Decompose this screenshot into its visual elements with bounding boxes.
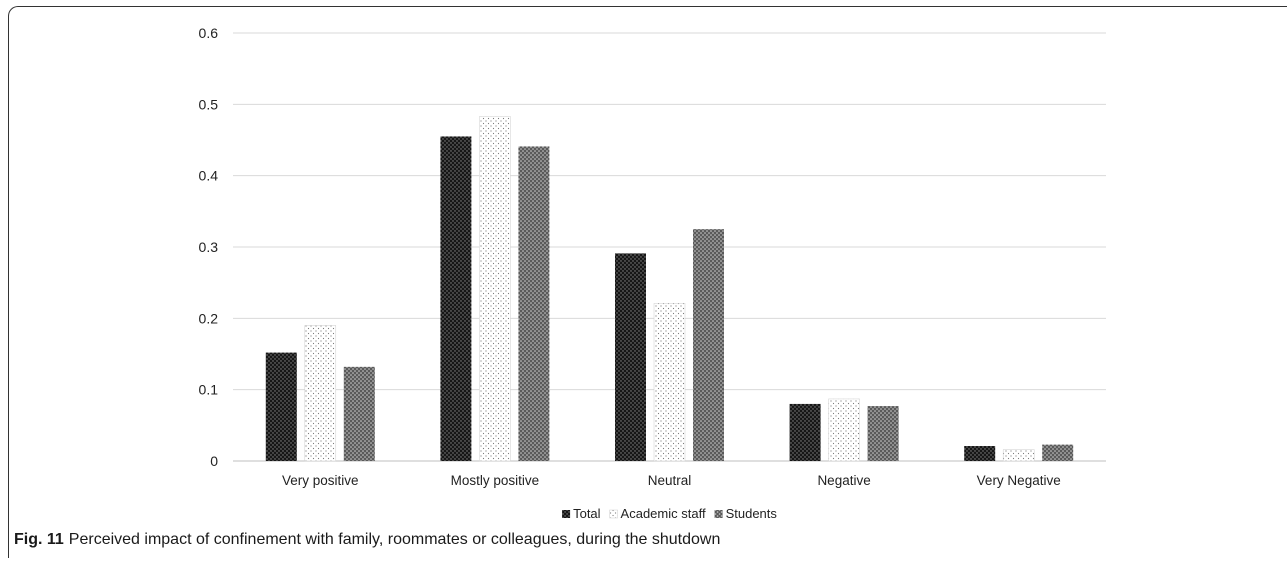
y-tick-label: 0.1 — [199, 382, 219, 398]
bar-total — [265, 352, 297, 461]
x-tick-label: Mostly positive — [451, 473, 540, 488]
bar-total — [615, 253, 646, 461]
legend-swatch — [609, 509, 618, 519]
x-tick-label: Neutral — [648, 473, 692, 488]
bar-students — [693, 229, 724, 461]
legend-label: Students — [726, 506, 778, 521]
x-tick-label: Very Negative — [977, 473, 1061, 488]
bar-academic-staff — [828, 398, 860, 462]
y-tick-label: 0.6 — [199, 25, 219, 41]
bar-students — [343, 366, 375, 461]
legend-item: Students — [714, 506, 778, 521]
y-tick-label: 0.4 — [199, 168, 219, 184]
caption-text: Perceived impact of confinement with fam… — [68, 531, 721, 548]
legend-item: Academic staff — [609, 506, 706, 521]
bar-students — [1042, 444, 1074, 461]
bar-academic-staff — [304, 325, 337, 462]
bar-academic-staff — [1002, 449, 1035, 462]
y-tick-label: 0.5 — [199, 96, 219, 112]
legend-label: Academic staff — [621, 506, 706, 521]
legend-swatch — [562, 510, 571, 518]
y-axis-ticks: 0 0.1 0.2 0.3 0.4 0.5 0.6 — [199, 25, 219, 469]
legend-item: Total — [562, 506, 601, 521]
bars — [265, 116, 1074, 462]
bar-students — [867, 406, 899, 461]
y-tick-label: 0.2 — [199, 310, 219, 326]
bar-total — [440, 136, 472, 461]
bar-total — [789, 403, 821, 461]
legend-label: Total — [573, 506, 601, 521]
y-tick-label: 0.3 — [199, 239, 219, 255]
figure-caption: Fig. 11 Perceived impact of confinement w… — [14, 531, 720, 549]
bar-chart: 0 0.1 0.2 0.3 0.4 0.5 0.6 Very positive Mostly … — [199, 25, 1106, 521]
legend: Total Academic staff Students — [562, 506, 777, 521]
bar-academic-staff — [653, 303, 686, 462]
legend-swatch — [714, 510, 723, 518]
x-axis-ticks: Very positive Mostly positive Neutral Negat… — [282, 473, 1061, 488]
x-tick-label: Negative — [817, 473, 870, 488]
x-tick-label: Very positive — [282, 473, 359, 488]
bar-academic-staff — [479, 116, 511, 462]
figure-number: Fig. 11 — [14, 531, 64, 548]
figure-frame — [8, 6, 1287, 558]
y-tick-label: 0 — [210, 453, 218, 469]
bar-total — [964, 446, 996, 461]
bar-students — [518, 146, 550, 462]
